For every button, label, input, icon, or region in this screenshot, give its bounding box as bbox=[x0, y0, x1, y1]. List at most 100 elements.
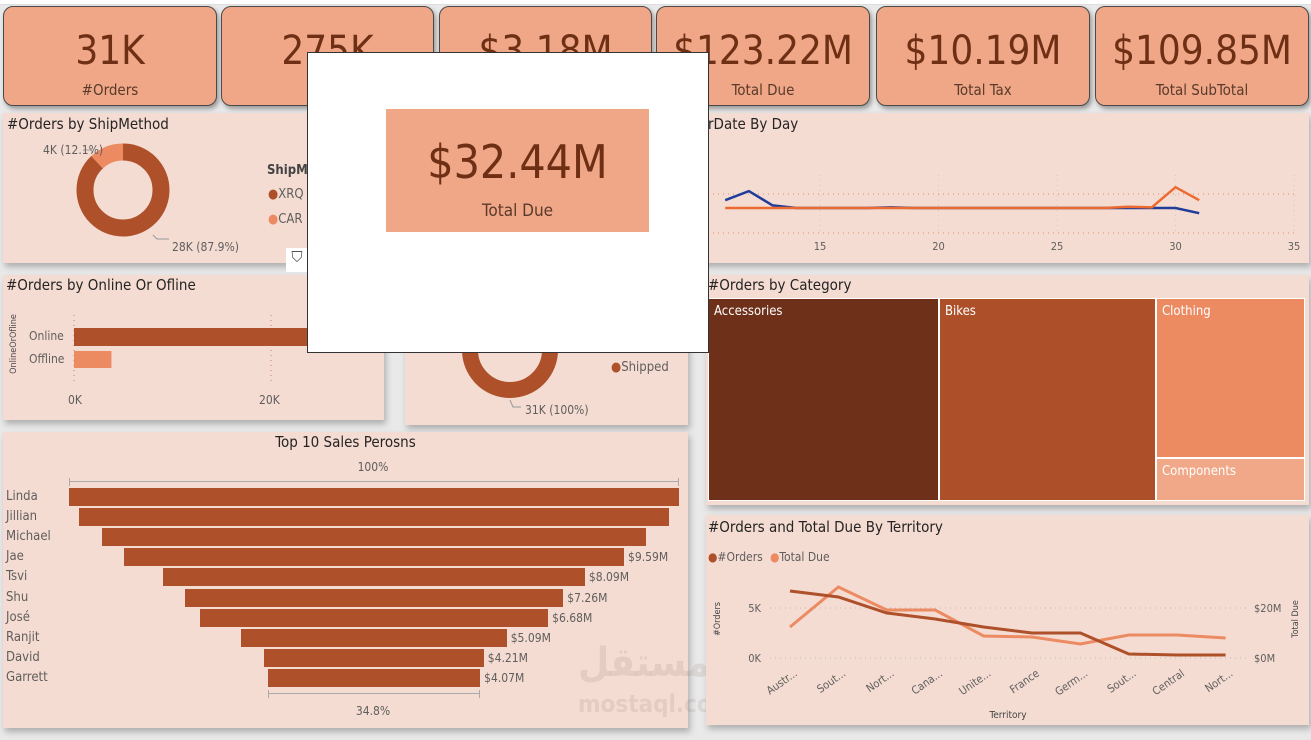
y2-axis-title: Total Due bbox=[1291, 600, 1301, 639]
donut-slice-car bbox=[76, 143, 170, 237]
treemap-clothing[interactable]: Clothing bbox=[1156, 298, 1305, 458]
popup-label: Total Due bbox=[481, 201, 554, 221]
funnel-category-label: Michael bbox=[6, 529, 51, 545]
funnel-data-label: $9.59M bbox=[627, 550, 669, 565]
panel-title: Top 10 Sales Perosns bbox=[275, 433, 416, 451]
category-label: Offline bbox=[29, 352, 65, 366]
popup-card-total-due[interactable]: $32.44M Total Due bbox=[386, 109, 649, 232]
online-bar-chart bbox=[73, 315, 347, 385]
treemap-accessories[interactable]: Accessories bbox=[708, 298, 939, 501]
kpi-card-orders[interactable]: 31K #Orders bbox=[3, 6, 217, 106]
legend-item[interactable]: ●#Orders bbox=[708, 550, 763, 564]
y2-tick-label: $0M bbox=[1254, 652, 1275, 665]
treemap-components[interactable]: Components bbox=[1156, 458, 1305, 501]
tick-label: 20 bbox=[932, 240, 945, 253]
bar-offline bbox=[74, 351, 112, 368]
funnel-bar[interactable] bbox=[184, 588, 564, 607]
popup-value: $32.44M bbox=[427, 135, 608, 189]
watermark-logo: مستقل bbox=[578, 640, 710, 686]
x-tick-label: Cana... bbox=[909, 667, 945, 698]
legend-item[interactable]: ●Total Due bbox=[770, 550, 830, 564]
funnel-bar[interactable] bbox=[241, 628, 507, 647]
x-tick-label: Sout... bbox=[815, 667, 849, 696]
funnel-category-label: Ranjit bbox=[6, 629, 40, 645]
funnel-data-label: $4.07M bbox=[484, 670, 525, 685]
x-tick-label: Nort... bbox=[864, 667, 897, 695]
funnel-bottom-label: 34.8% bbox=[355, 704, 391, 718]
funnel-bar[interactable] bbox=[163, 568, 585, 587]
funnel-bar[interactable] bbox=[69, 488, 679, 506]
donut-slice-xrq bbox=[76, 143, 170, 237]
day-line-chart: 15 20 25 30 35 bbox=[708, 175, 1301, 253]
funnel-data-label: $5.09M bbox=[510, 630, 551, 645]
funnel-category-label: David bbox=[6, 649, 40, 665]
kpi-value: $109.85M bbox=[1112, 28, 1292, 74]
kpi-label: Total Due bbox=[731, 81, 795, 99]
ribbon-strip bbox=[0, 0, 1311, 5]
x-axis-title: Territory bbox=[988, 710, 1027, 721]
y2-tick-label: $20M bbox=[1254, 602, 1281, 615]
x-tick-label: France bbox=[1007, 667, 1041, 696]
funnel-bar[interactable] bbox=[79, 508, 669, 527]
tick-label: 25 bbox=[1051, 240, 1064, 253]
orderdate-day-panel[interactable]: rDate By Day 15 20 25 30 35 bbox=[690, 113, 1309, 263]
kpi-value: $10.19M bbox=[904, 28, 1062, 74]
x-tick-label: Central bbox=[1150, 667, 1187, 698]
funnel-data-label: $6.68M bbox=[552, 610, 593, 625]
funnel-icon[interactable]: ⛉ bbox=[286, 248, 308, 272]
territory-panel[interactable]: #Orders and Total Due By Territory ●#Ord… bbox=[706, 515, 1309, 725]
kpi-card-total-subtotal[interactable]: $109.85M Total SubTotal bbox=[1095, 6, 1309, 106]
category-panel[interactable]: #Orders by Category Accessories Bikes Cl… bbox=[706, 275, 1309, 505]
x-tick-label: Austr... bbox=[764, 667, 800, 697]
funnel-top-scale bbox=[69, 478, 679, 486]
funnel-category-label: Jillian bbox=[6, 509, 38, 525]
funnel-category-label: Garrett bbox=[6, 669, 48, 685]
top-salespersons-panel[interactable]: Top 10 Sales Perosns 100% 34.8% Linda Jil… bbox=[3, 432, 734, 728]
funnel-bar[interactable] bbox=[267, 668, 481, 687]
tick-label: 0K bbox=[68, 393, 82, 407]
series-line bbox=[725, 185, 1200, 210]
tick-label: 35 bbox=[1288, 240, 1301, 253]
x-tick-label: Germ... bbox=[1053, 667, 1091, 699]
x-tick-label: Unite... bbox=[957, 667, 994, 698]
funnel-bar[interactable] bbox=[264, 648, 484, 667]
funnel-data-label: $7.26M bbox=[567, 590, 608, 605]
funnel-category-label: Tsvi bbox=[6, 569, 28, 585]
legend-dot-icon: ● bbox=[770, 550, 780, 564]
panel-title: #Orders by Online Or Ofline bbox=[6, 276, 196, 294]
funnel-bar[interactable] bbox=[102, 528, 646, 547]
funnel-category-label: Shu bbox=[6, 589, 29, 605]
shipmethod-donut bbox=[76, 143, 170, 240]
funnel-bar[interactable] bbox=[199, 608, 549, 627]
slice-label: 4K (12.1%) bbox=[43, 143, 104, 157]
bar-online bbox=[74, 328, 347, 346]
territory-line-chart: 5K 0K $20M $0M #Orders Total Due Territory Aust… bbox=[713, 585, 1301, 721]
legend-item[interactable]: ●CAR bbox=[268, 212, 303, 227]
legend-title: ShipM bbox=[267, 163, 308, 178]
treemap-bikes[interactable]: Bikes bbox=[939, 298, 1156, 501]
legend-dot-icon: ● bbox=[268, 187, 279, 202]
y-tick-label: 0K bbox=[748, 652, 761, 665]
funnel-bar[interactable] bbox=[124, 548, 624, 567]
tick-label: 15 bbox=[814, 240, 827, 253]
funnel-data-label: $4.21M bbox=[487, 650, 528, 665]
category-label: Online bbox=[29, 329, 64, 343]
funnel-data-label: $8.09M bbox=[588, 570, 630, 585]
series-line-orders bbox=[789, 589, 1226, 657]
kpi-value: 31K bbox=[75, 28, 145, 74]
slice-label: 31K (100%) bbox=[525, 403, 589, 417]
legend-item[interactable]: ●Shipped bbox=[611, 360, 669, 375]
legend-dot-icon: ● bbox=[611, 360, 622, 375]
spotlight-popup[interactable]: $32.44M Total Due bbox=[307, 52, 709, 353]
kpi-label: Total SubTotal bbox=[1155, 81, 1249, 99]
x-tick-label: Sout... bbox=[1105, 667, 1139, 696]
funnel-category-label: Linda bbox=[6, 489, 38, 504]
kpi-card-total-tax[interactable]: $10.19M Total Tax bbox=[876, 6, 1090, 106]
panel-title: #Orders by Category bbox=[708, 276, 852, 294]
y-axis-title: #Orders bbox=[713, 602, 723, 636]
panel-title: #Orders by ShipMethod bbox=[7, 115, 169, 133]
y-tick-label: 5K bbox=[748, 602, 761, 615]
funnel-category-label: Jae bbox=[6, 549, 24, 565]
slice-label: 28K (87.9%) bbox=[172, 240, 239, 254]
legend-item[interactable]: ●XRQ bbox=[268, 187, 304, 202]
